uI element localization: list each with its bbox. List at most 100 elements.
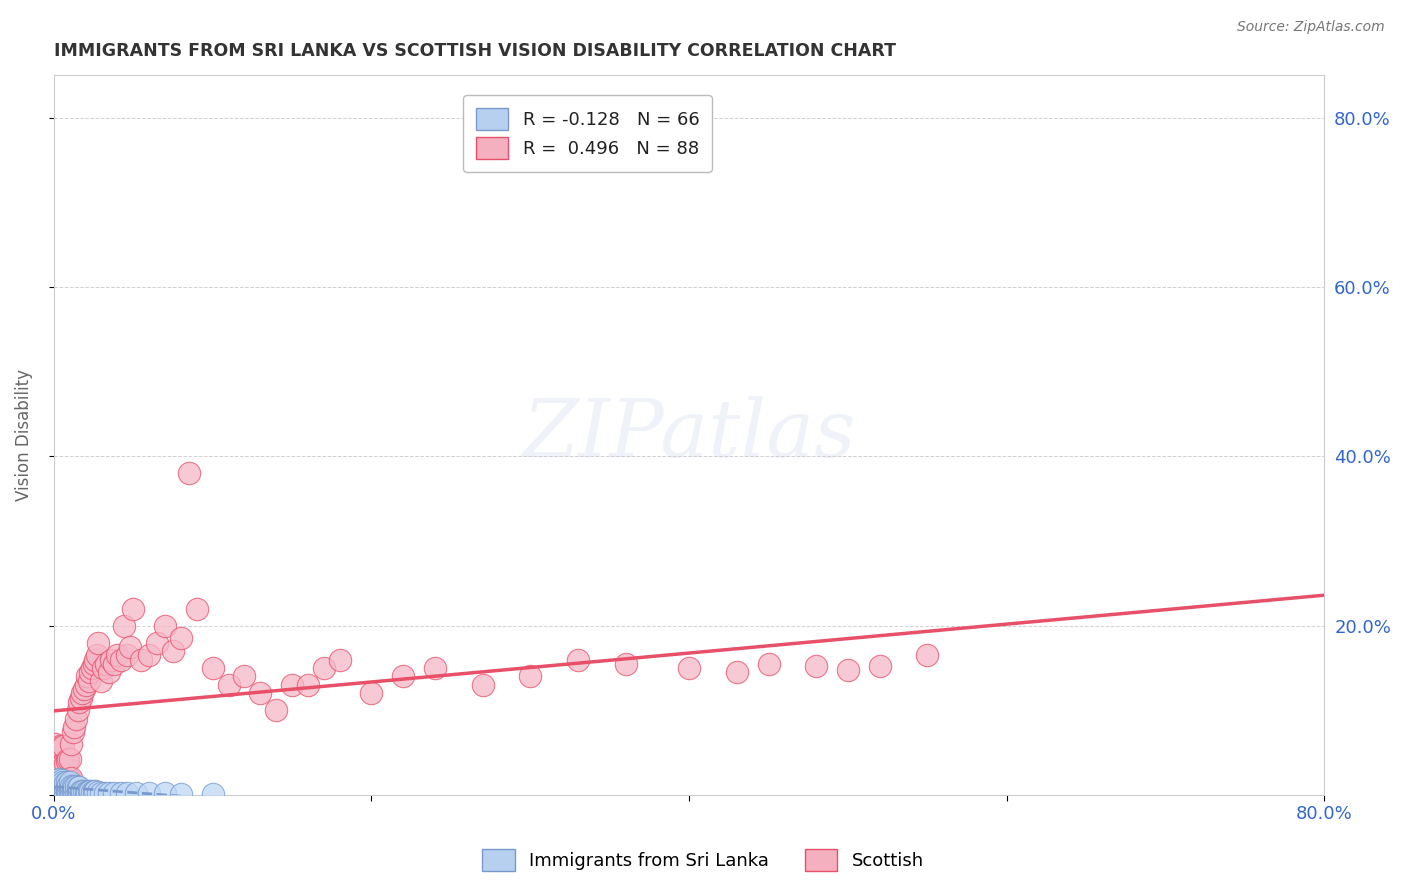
Point [360,686,382,700]
Point [51,741,73,756]
Point [76,785,98,799]
Point [90,673,112,688]
Point [48,785,70,799]
Point [53,785,76,799]
Point [59,772,82,787]
Point [66,785,89,799]
Point [46,772,69,787]
Point [63,784,86,798]
Legend: R = -0.128   N = 66, R =  0.496   N = 88: R = -0.128 N = 66, R = 0.496 N = 88 [463,95,711,171]
Point [519,669,541,683]
Point [63,720,86,734]
Point [77,784,100,798]
Point [77,673,100,688]
Point [86,648,108,663]
Point [46,741,69,756]
Point [90,785,112,799]
Point [112,618,135,632]
Point [177,467,200,481]
Point [62,779,84,793]
Point [52,784,75,798]
Point [423,661,446,675]
Point [614,657,637,671]
Point [120,640,142,654]
Point [53,776,76,790]
Point [218,678,240,692]
Point [83,657,105,671]
Point [201,787,224,801]
Point [170,787,193,801]
Point [51,758,73,772]
Point [678,661,700,675]
Point [51,785,73,799]
Point [186,601,208,615]
Point [72,784,94,798]
Point [55,772,77,787]
Point [55,784,77,798]
Point [115,648,138,663]
Point [917,648,939,663]
Point [60,784,83,798]
Point [73,784,96,798]
Point [52,771,75,785]
Point [725,665,748,680]
Point [69,690,91,705]
Point [162,644,184,658]
Point [79,665,101,680]
Point [103,657,125,671]
Point [49,784,72,798]
Point [46,785,69,799]
Point [329,652,352,666]
Point [83,784,105,798]
Point [110,652,132,666]
Point [93,785,115,799]
Text: Source: ZipAtlas.com: Source: ZipAtlas.com [1237,20,1385,34]
Point [72,686,94,700]
Point [48,772,70,786]
Text: ZIPatlas: ZIPatlas [523,396,856,474]
Point [146,635,169,649]
Point [392,669,415,683]
Point [125,786,148,800]
Point [59,784,82,798]
Point [55,774,77,789]
Point [46,778,69,792]
Point [60,779,83,793]
Point [53,756,76,770]
Point [122,601,145,615]
Point [87,635,110,649]
Y-axis label: Vision Disability: Vision Disability [15,369,32,501]
Point [59,752,82,766]
Point [52,756,75,770]
Point [567,652,589,666]
Point [84,652,107,666]
Point [869,659,891,673]
Point [297,678,319,692]
Point [153,618,176,632]
Point [56,784,79,798]
Point [48,780,70,795]
Point [44,780,66,794]
Point [49,779,72,793]
Point [44,775,66,789]
Point [56,771,79,785]
Point [153,786,176,800]
Point [249,686,271,700]
Point [62,724,84,739]
Point [281,678,304,692]
Point [804,659,827,673]
Point [46,782,69,797]
Point [264,703,287,717]
Point [65,712,87,726]
Point [233,669,256,683]
Point [59,775,82,789]
Point [56,778,79,792]
Point [52,780,75,794]
Point [49,769,72,783]
Point [69,784,91,798]
Point [80,661,103,675]
Point [48,771,70,785]
Point [53,780,76,795]
Point [49,754,72,768]
Point [59,780,82,794]
